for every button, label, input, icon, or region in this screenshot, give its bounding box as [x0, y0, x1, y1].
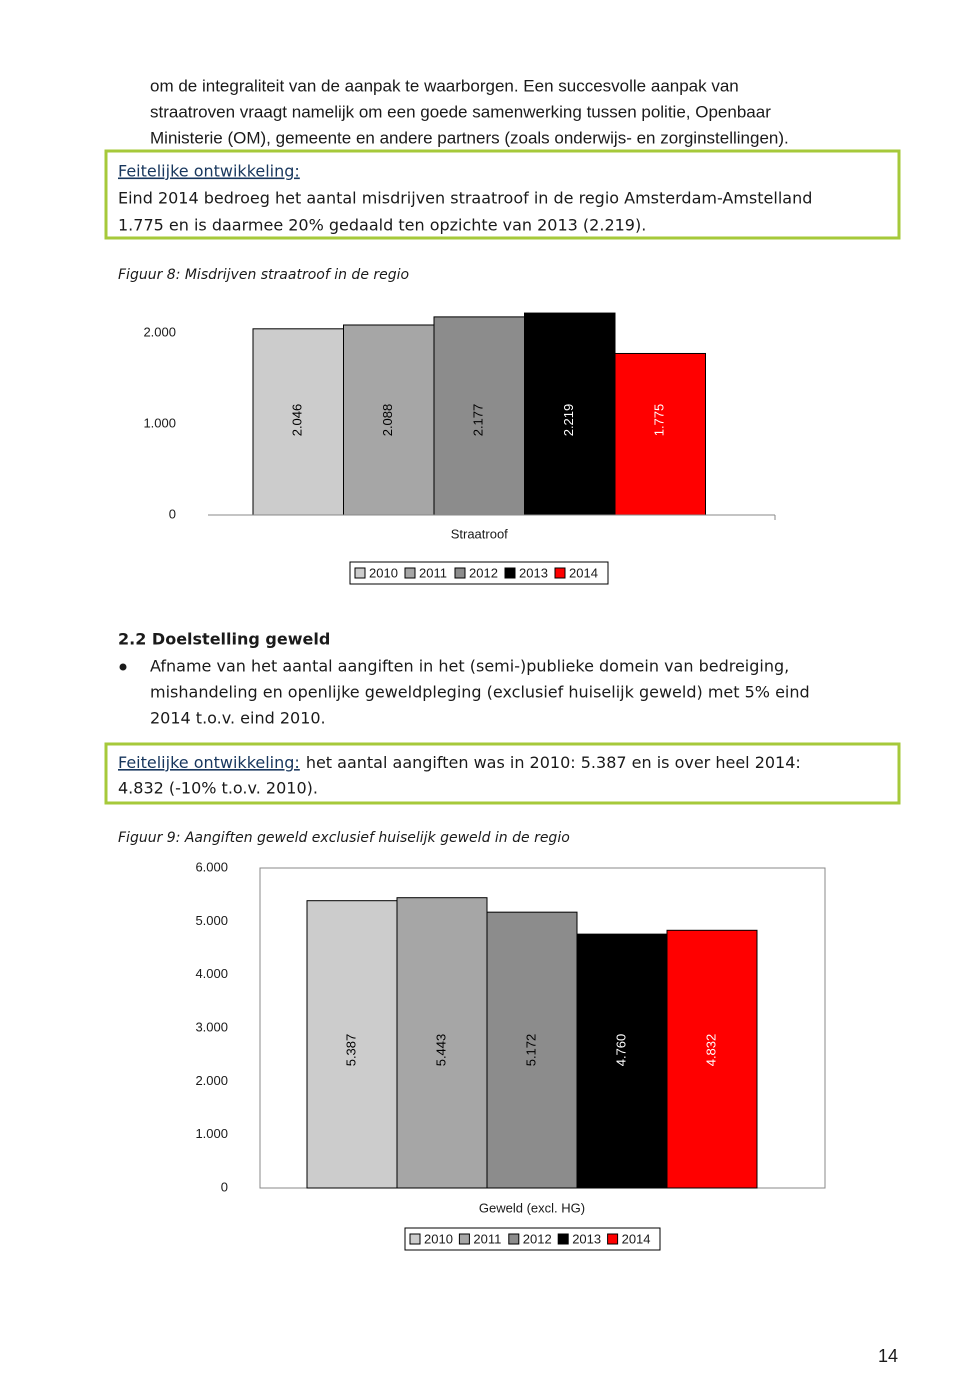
bar — [486, 911, 578, 1189]
y-tick-label: 2.000 — [143, 324, 176, 339]
legend-swatch — [354, 567, 366, 579]
box-line: Feitelijke ontwikkeling: het aantal aangi… — [118, 753, 801, 772]
bar — [576, 933, 668, 1189]
box-line: 1.775 en is daarmee 20% gedaald ten opzi… — [118, 216, 646, 235]
y-tick-label: 6.000 — [195, 859, 228, 874]
bar — [343, 324, 435, 516]
legend-label: 2013 — [572, 1231, 601, 1246]
legend-swatch — [508, 1233, 520, 1245]
legend-label: 2011 — [419, 565, 447, 580]
category-label: Straatroof — [451, 526, 508, 541]
value-label: 2.046 — [290, 404, 305, 437]
value-label: 2.177 — [471, 404, 486, 437]
box-line: 4.832 (-10% t.o.v. 2010). — [118, 779, 318, 798]
legend-swatch — [404, 567, 416, 579]
bullet-line: Afname van het aantal aangiften in het (… — [150, 657, 789, 676]
bar — [396, 897, 488, 1189]
legend-label: 2013 — [519, 565, 548, 580]
figure-caption: Figuur 8: Misdrijven straatroof in de re… — [118, 267, 409, 283]
legend-swatch — [409, 1233, 421, 1245]
y-tick-label: 4.000 — [195, 966, 228, 981]
highlight-box — [104, 149, 901, 240]
legend-swatch — [554, 567, 566, 579]
legend-swatch — [458, 1233, 470, 1245]
legend-swatch — [607, 1233, 619, 1245]
value-label: 5.443 — [433, 1034, 448, 1067]
legend-label: 2014 — [569, 565, 598, 580]
value-label: 4.760 — [613, 1034, 628, 1067]
value-label: 5.172 — [523, 1034, 538, 1067]
y-tick-label: 5.000 — [195, 913, 228, 928]
bullet-line: mishandeling en openlijke geweldpleging … — [150, 683, 810, 702]
value-label: 2.088 — [380, 404, 395, 437]
legend-label: 2010 — [424, 1231, 453, 1246]
legend-label: 2012 — [523, 1231, 552, 1246]
box-text: het aantal aangiften was in 2010: 5.387 … — [306, 753, 801, 772]
legend-swatch — [557, 1233, 569, 1245]
legend-swatch — [504, 567, 516, 579]
y-tick-label: 0 — [221, 1179, 228, 1194]
y-tick-label: 1.000 — [195, 1126, 228, 1141]
bullet — [119, 663, 127, 671]
page-number: 14 — [878, 1346, 898, 1366]
box-label: Feitelijke ontwikkeling: — [118, 162, 300, 181]
value-label: 4.832 — [703, 1034, 718, 1067]
box-label: Feitelijke ontwikkeling: — [118, 753, 300, 772]
bar — [614, 352, 706, 516]
paragraph-line: om de integraliteit van de aanpak te waa… — [150, 76, 739, 95]
category-label: Geweld (excl. HG) — [479, 1200, 585, 1215]
bar — [666, 929, 758, 1189]
legend-label: 2014 — [622, 1231, 651, 1246]
highlight-box — [104, 742, 901, 805]
paragraph-line: Ministerie (OM), gemeente en andere part… — [150, 128, 789, 147]
legend-label: 2012 — [469, 565, 498, 580]
section-heading: 2.2 Doelstelling geweld — [118, 630, 330, 649]
y-tick-label: 3.000 — [195, 1019, 228, 1034]
paragraph-line: straatroven vraagt namelijk om een goede… — [150, 102, 771, 121]
value-label: 2.219 — [561, 404, 576, 437]
value-label: 5.387 — [343, 1034, 358, 1067]
value-label: 1.775 — [652, 404, 667, 437]
bullet-line: 2014 t.o.v. eind 2010. — [150, 709, 326, 728]
legend-label: 2010 — [369, 565, 398, 580]
bar — [252, 328, 344, 516]
box-line: Eind 2014 bedroeg het aantal misdrijven … — [118, 189, 812, 208]
figure-caption: Figuur 9: Aangiften geweld exclusief hui… — [118, 830, 570, 846]
y-tick-label: 1.000 — [143, 415, 176, 430]
legend-swatch — [454, 567, 466, 579]
y-tick-label: 0 — [169, 506, 176, 521]
bar — [306, 900, 398, 1189]
y-tick-label: 2.000 — [195, 1073, 228, 1088]
legend-label: 2011 — [473, 1231, 501, 1246]
bar — [433, 316, 525, 516]
